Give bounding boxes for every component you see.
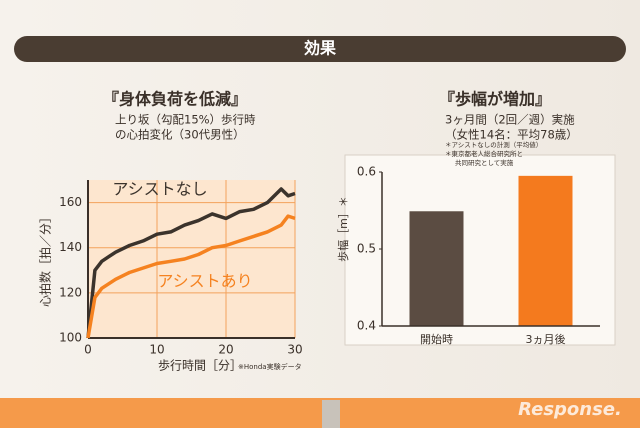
y-tick-label: 140 [59,240,82,254]
y-tick-label: 160 [59,195,82,209]
x-tick-label: 30 [287,343,302,357]
subtitle: （女性14名：平均78歳） [445,128,578,142]
note: ※Honda実験データ [238,362,302,371]
x-tick-label: 20 [218,343,233,357]
x-axis-label: 歩行時間［分］ [158,358,242,373]
y-tick-label: 0.5 [357,242,376,256]
note: 共同研究として実施 [455,158,514,167]
series-label: アシストあり [157,272,252,291]
y-tick-label: 0.6 [357,165,376,179]
header: 効果 [304,39,336,58]
series-label: アシストなし [112,180,207,199]
bottom-band [0,398,640,428]
y-tick-label: 100 [59,331,82,345]
y-axis-label: 歩幅［m］＊ [336,196,350,262]
x-tick-label: 0 [84,343,92,357]
subtitle: 3ヶ月間（2回／週）実施 [445,113,575,127]
note: ＊東京都老人総合研究所と [445,149,523,158]
watermark: Response. [518,399,622,420]
bar [518,175,573,326]
x-tick-label: 開始時 [420,332,453,346]
chart-title: 『歩幅が増加』 [439,90,551,109]
series-line [86,214,296,339]
bar [409,211,464,326]
header-bar [14,36,626,62]
bar-panel [344,154,616,346]
subtitle: の心拍変化（30代男性） [115,128,245,142]
note: ＊アシストなしの計測（平均値） [445,140,542,149]
y-tick-label: 0.4 [357,319,376,333]
post [322,400,340,428]
x-tick-label: 10 [149,343,164,357]
chart-title: 『身体負荷を低減』 [103,90,247,109]
x-tick-label: 3ヵ月後 [526,332,566,346]
y-tick-label: 120 [59,285,82,299]
y-axis-label: 心拍数［拍／分］ [38,211,53,307]
series-line [86,187,296,339]
subtitle: 上り坂（勾配15%）歩行時 [115,113,256,127]
